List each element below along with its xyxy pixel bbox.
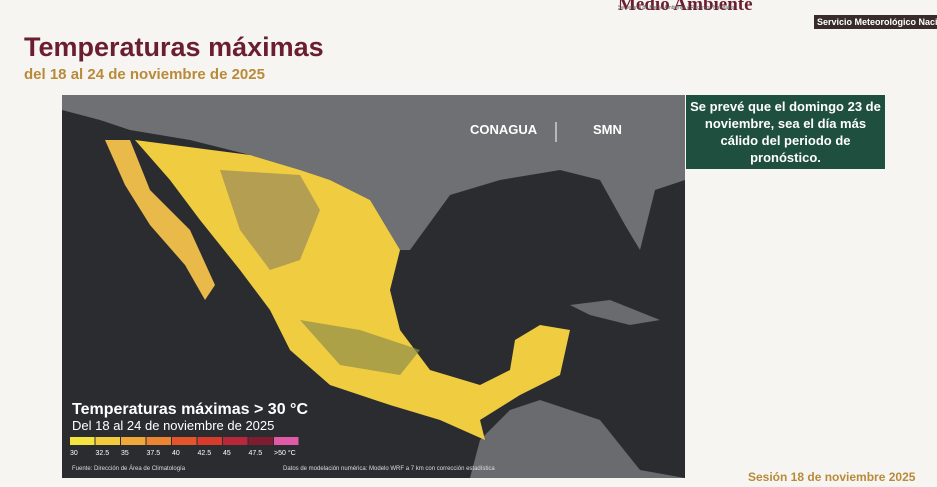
logo: CONAGUA (470, 122, 538, 137)
model: Datos de modelación numérica: Modelo WRF… (283, 466, 495, 472)
footer: Sesión 18 de noviembre 2025 (748, 470, 916, 484)
legend-label: 45 (223, 450, 231, 457)
legend-label: 42.5 (198, 450, 212, 457)
legend-swatch (274, 437, 299, 445)
source: Fuente: Dirección de Área de Climatologí… (72, 465, 186, 472)
legend-label: 37.5 (147, 450, 161, 457)
legend-swatch (248, 437, 273, 445)
highlands (300, 320, 420, 375)
legend-label: 35 (121, 450, 129, 457)
brand: Medio Ambiente (618, 0, 753, 15)
legend-swatch (146, 437, 171, 445)
callout: Se prevé que el domingo 23 de noviembre,… (686, 95, 885, 169)
legend-label: 30 (70, 450, 78, 457)
smn-badge: Servicio Meteorológico Nacion (814, 15, 937, 29)
baja-california (105, 140, 215, 300)
legend-swatch (70, 437, 95, 445)
map-subtitle: Del 18 al 24 de noviembre de 2025 (72, 418, 274, 433)
legend-label: 40 (172, 450, 180, 457)
land-south (470, 400, 685, 478)
map-title: Temperaturas máximas > 30 °C (72, 401, 308, 418)
slide-title: Temperaturas máximas (24, 32, 324, 62)
legend-label: >50 °C (274, 449, 296, 457)
legend-swatch (95, 437, 120, 445)
legend-label: 47.5 (249, 450, 263, 457)
slide-subtitle: del 18 al 24 de noviembre de 2025 (24, 66, 265, 83)
highlands (220, 170, 320, 270)
legend-swatch (223, 437, 248, 445)
legend-swatch (197, 437, 222, 445)
legend: 30 32.5 35 37.5 40 42.5 45 47.5 >50 °C (70, 437, 299, 457)
legend-label: 32.5 (96, 450, 110, 457)
logo: SMN (593, 122, 622, 137)
cuba (570, 300, 660, 325)
legend-swatch (172, 437, 197, 445)
land-north (62, 95, 685, 250)
secretaria: Secretaría de Medio Ambiente y Recursos … (618, 5, 735, 11)
legend-swatch (121, 437, 146, 445)
